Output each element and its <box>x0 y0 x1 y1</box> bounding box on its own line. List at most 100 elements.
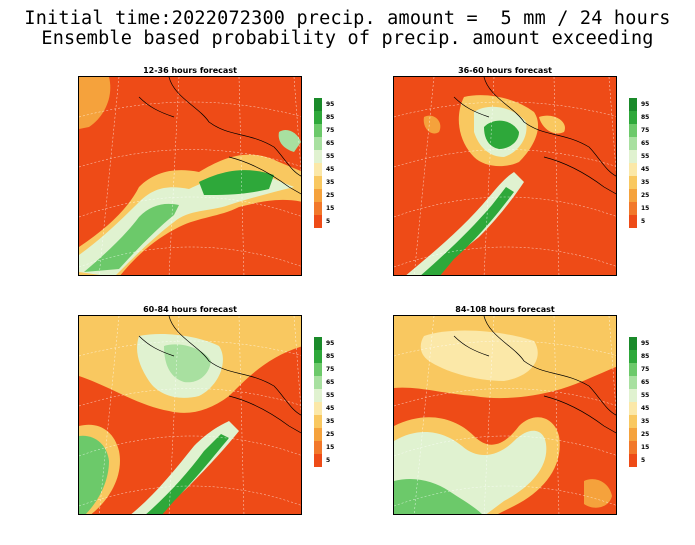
colorbar-swatch <box>629 189 637 202</box>
colorbar: 95 85 75 65 55 45 35 25 15 5 <box>629 98 649 228</box>
colorbar-label: 25 <box>326 192 335 199</box>
colorbar-label: 65 <box>641 140 650 147</box>
colorbar-label: 35 <box>326 418 335 425</box>
probability-field <box>394 77 616 275</box>
colorbar-label: 65 <box>326 140 335 147</box>
colorbar-label: 75 <box>641 366 650 373</box>
probability-field <box>394 316 616 514</box>
map-panel-3: 60-84 hours forecast 95 85 75 65 55 45 35 25 15 5 <box>78 305 378 525</box>
colorbar-swatch <box>629 176 637 189</box>
colorbar-swatch <box>314 363 322 376</box>
figure-title-line-1: Initial time:2022072300 precip. amount =… <box>24 8 671 29</box>
colorbar-label: 25 <box>326 431 335 438</box>
probability-map <box>78 76 302 276</box>
colorbar-swatch <box>314 137 322 150</box>
colorbar-label: 65 <box>641 379 650 386</box>
colorbar-label: 15 <box>641 205 650 212</box>
colorbar-swatch <box>629 111 637 124</box>
colorbar-swatch <box>314 163 322 176</box>
map-panel-2: 36-60 hours forecast 95 85 75 65 55 45 35 25 15 5 <box>393 66 693 286</box>
colorbar-label: 5 <box>641 457 646 464</box>
probability-map <box>393 315 617 515</box>
figure-title-line-2: Ensemble based probability of precip. am… <box>41 28 654 49</box>
colorbar-label: 15 <box>326 205 335 212</box>
colorbar-label: 5 <box>326 218 331 225</box>
colorbar-swatch <box>314 124 322 137</box>
colorbar-swatch <box>629 215 637 228</box>
colorbar-label: 85 <box>641 114 650 121</box>
colorbar-label: 75 <box>326 366 335 373</box>
colorbar-label: 35 <box>641 418 650 425</box>
colorbar-swatch <box>629 376 637 389</box>
colorbar-swatch <box>629 441 637 454</box>
colorbar: 95 85 75 65 55 45 35 25 15 5 <box>629 337 649 467</box>
colorbar-swatch <box>629 150 637 163</box>
map-panel-4: 84-108 hours forecast 95 85 75 65 55 45 35 25 15… <box>393 305 693 525</box>
colorbar-swatch <box>314 428 322 441</box>
colorbar-swatch <box>314 150 322 163</box>
colorbar-label: 85 <box>641 353 650 360</box>
colorbar-label: 95 <box>326 101 335 108</box>
colorbar-swatch <box>629 137 637 150</box>
colorbar-swatch <box>629 337 637 350</box>
colorbar-swatch <box>629 363 637 376</box>
colorbar: 95 85 75 65 55 45 35 25 15 5 <box>314 98 334 228</box>
colorbar-swatch <box>314 98 322 111</box>
colorbar-swatch <box>629 98 637 111</box>
colorbar-label: 35 <box>326 179 335 186</box>
colorbar-label: 15 <box>641 444 650 451</box>
colorbar-swatch <box>314 350 322 363</box>
colorbar-swatch <box>314 189 322 202</box>
colorbar-label: 55 <box>326 153 335 160</box>
colorbar-swatch <box>629 428 637 441</box>
colorbar-label: 45 <box>326 166 335 173</box>
colorbar-label: 55 <box>641 153 650 160</box>
probability-map <box>78 315 302 515</box>
colorbar-swatch <box>314 441 322 454</box>
colorbar-swatch <box>314 202 322 215</box>
colorbar-swatch <box>314 111 322 124</box>
colorbar-label: 15 <box>326 444 335 451</box>
colorbar-label: 45 <box>326 405 335 412</box>
colorbar-label: 45 <box>641 405 650 412</box>
colorbar-swatch <box>314 402 322 415</box>
colorbar-swatch <box>629 202 637 215</box>
colorbar-label: 75 <box>641 127 650 134</box>
colorbar-label: 95 <box>326 340 335 347</box>
colorbar-label: 75 <box>326 127 335 134</box>
colorbar-label: 25 <box>641 192 650 199</box>
map-panel-1: 12-36 hours forecast 95 85 75 65 55 45 35 25 15 5 <box>78 66 378 286</box>
probability-field <box>79 316 301 514</box>
colorbar-label: 95 <box>641 340 650 347</box>
colorbar-swatch <box>314 454 322 467</box>
colorbar-swatch <box>314 337 322 350</box>
colorbar-swatch <box>314 376 322 389</box>
colorbar-label: 55 <box>641 392 650 399</box>
colorbar-swatch <box>314 415 322 428</box>
colorbar-swatch <box>629 454 637 467</box>
colorbar-label: 5 <box>641 218 646 225</box>
colorbar-label: 85 <box>326 353 335 360</box>
colorbar-swatch <box>314 176 322 189</box>
probability-map <box>393 76 617 276</box>
colorbar-swatch <box>629 350 637 363</box>
colorbar-swatch <box>629 389 637 402</box>
colorbar-label: 95 <box>641 101 650 108</box>
colorbar-label: 65 <box>326 379 335 386</box>
colorbar-label: 55 <box>326 392 335 399</box>
colorbar-swatch <box>629 402 637 415</box>
colorbar-swatch <box>629 163 637 176</box>
panel-title: 36-60 hours forecast <box>458 66 552 75</box>
colorbar-label: 45 <box>641 166 650 173</box>
colorbar-label: 85 <box>326 114 335 121</box>
panel-title: 12-36 hours forecast <box>143 66 237 75</box>
colorbar-label: 25 <box>641 431 650 438</box>
colorbar: 95 85 75 65 55 45 35 25 15 5 <box>314 337 334 467</box>
colorbar-swatch <box>314 215 322 228</box>
panel-title: 84-108 hours forecast <box>455 305 555 314</box>
colorbar-swatch <box>629 415 637 428</box>
colorbar-label: 35 <box>641 179 650 186</box>
probability-field <box>79 77 301 275</box>
colorbar-label: 5 <box>326 457 331 464</box>
colorbar-swatch <box>629 124 637 137</box>
